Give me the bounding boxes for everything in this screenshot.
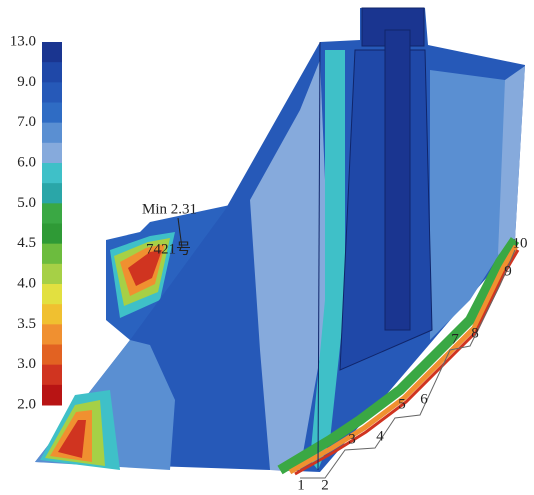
section-label: 1 [297, 477, 305, 493]
section-label: 5 [398, 396, 406, 412]
colorbar-segment [42, 82, 62, 103]
colorbar-segment [42, 183, 62, 204]
section-label: 9 [504, 263, 512, 279]
colorbar-segment [42, 143, 62, 164]
section-label: 2 [321, 477, 329, 493]
section-label: 4 [376, 428, 384, 444]
colorbar-segment [42, 264, 62, 285]
colorbar-label: 3.0 [17, 356, 36, 372]
colorbar-segment [42, 103, 62, 124]
colorbar-segment [42, 345, 62, 366]
colorbar-segment [42, 324, 62, 345]
colorbar-segment [42, 203, 62, 224]
colorbar-label: 5.0 [17, 195, 36, 211]
colorbar-segment [42, 304, 62, 325]
colorbar-label: 7.0 [17, 114, 36, 130]
section-label: 8 [471, 325, 479, 341]
min-label: Min 2.31 [142, 201, 197, 217]
colorbar-label: 2.0 [17, 396, 36, 412]
colorbar-segment [42, 224, 62, 245]
section-label: 7 [451, 331, 459, 347]
gate-slot [385, 30, 410, 330]
colorbar-segment [42, 62, 62, 83]
colorbar-segment [42, 385, 62, 406]
colorbar-label: 6.0 [17, 154, 36, 170]
colorbar-label: 4.0 [17, 275, 36, 291]
colorbar-label: 3.5 [17, 316, 36, 332]
colorbar-segment [42, 163, 62, 184]
colorbar-label: 4.5 [17, 235, 36, 251]
colorbar-segment [42, 244, 62, 265]
colorbar-segment [42, 123, 62, 144]
section-label: 6 [420, 391, 428, 407]
colorbar-segment [42, 42, 62, 63]
section-label: 3 [348, 431, 356, 447]
section-label: 10 [513, 235, 528, 251]
element-label: 7421号 [146, 241, 191, 257]
colorbar-segment [42, 284, 62, 305]
dam-model [35, 8, 525, 478]
colorbar: 13.0 9.0 7.0 6.0 5.0 4.5 4.0 3.5 3.0 2.0 [10, 33, 62, 412]
colorbar-segment [42, 365, 62, 386]
colorbar-label: 9.0 [17, 74, 36, 90]
colorbar-label: 13.0 [10, 33, 36, 49]
figure: 13.0 9.0 7.0 6.0 5.0 4.5 4.0 3.5 3.0 2.0 Min 2.31… [0, 0, 534, 495]
